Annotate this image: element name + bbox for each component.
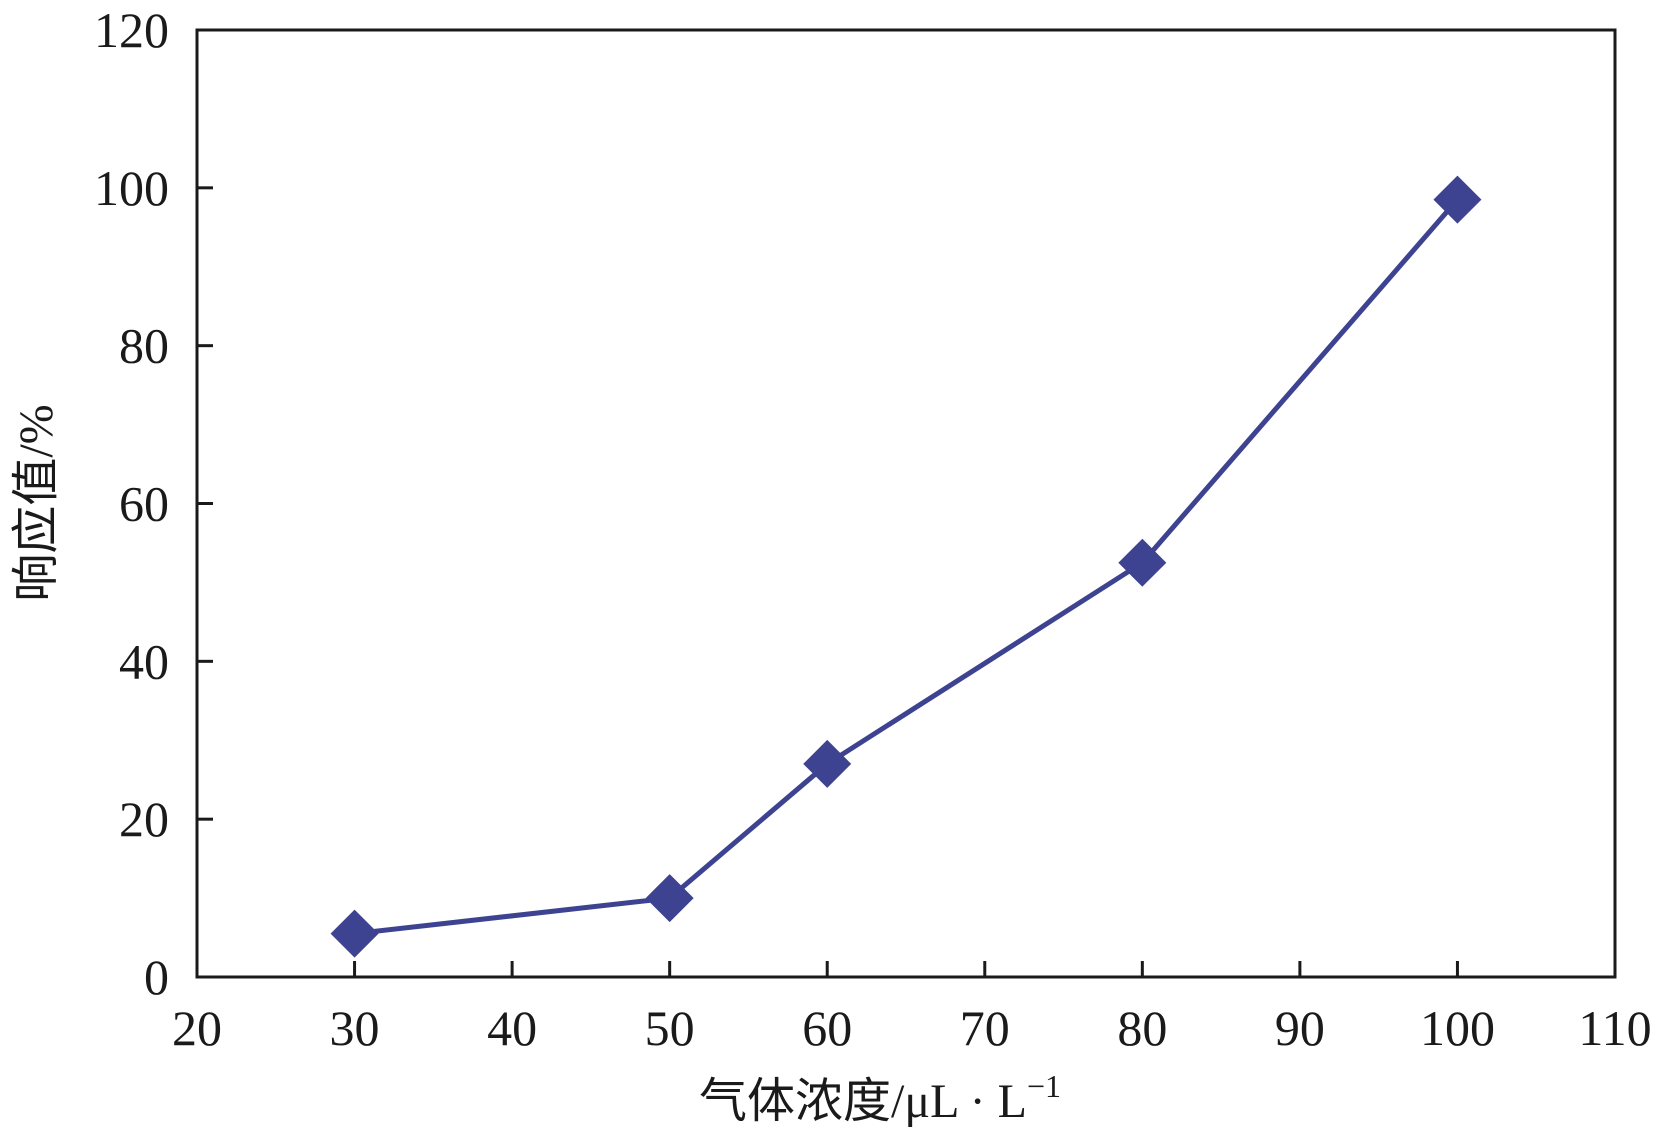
y-tick-label: 0 — [144, 949, 169, 1005]
x-axis-title: 气体浓度/μL · L−1 — [699, 1068, 1061, 1128]
data-point-diamond — [1433, 175, 1482, 224]
y-tick-label: 20 — [119, 791, 169, 847]
x-axis-title-main: 气体浓度/μL · L — [699, 1075, 1027, 1128]
y-tick-label: 100 — [94, 160, 169, 216]
x-tick-label: 20 — [172, 1000, 222, 1056]
x-tick-label: 70 — [960, 1000, 1010, 1056]
x-tick-label: 110 — [1578, 1000, 1651, 1056]
x-tick-label: 60 — [802, 1000, 852, 1056]
y-tick-label: 80 — [119, 318, 169, 374]
x-tick-label: 40 — [487, 1000, 537, 1056]
data-point-diamond — [330, 909, 379, 958]
x-tick-label: 50 — [645, 1000, 695, 1056]
x-tick-label: 80 — [1117, 1000, 1167, 1056]
data-point-diamond — [645, 874, 694, 923]
plot-frame — [195, 28, 1617, 979]
series-layer — [330, 175, 1482, 958]
y-tick-label: 40 — [119, 633, 169, 689]
y-axis-ticks: 0 20 40 60 80 100 120 — [94, 2, 213, 1005]
y-axis-title: 响应值/% — [10, 404, 63, 601]
data-point-diamond — [1118, 538, 1167, 587]
series-line — [354, 198, 1460, 937]
x-tick-label: 90 — [1275, 1000, 1325, 1056]
y-tick-label: 60 — [119, 476, 169, 532]
x-tick-label: 30 — [330, 1000, 380, 1056]
x-tick-label: 100 — [1420, 1000, 1495, 1056]
y-tick-label: 120 — [94, 2, 169, 58]
x-axis-ticks: 20 30 40 50 60 70 80 90 100 110 — [172, 961, 1652, 1056]
data-point-diamond — [803, 739, 852, 788]
x-axis-title-superscript: −1 — [1027, 1068, 1061, 1104]
